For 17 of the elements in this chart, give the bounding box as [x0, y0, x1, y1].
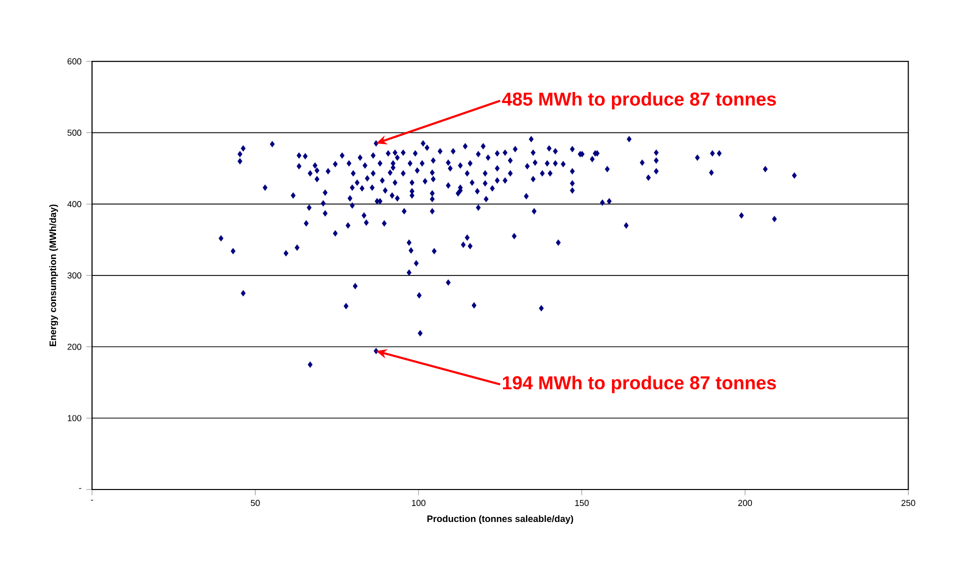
annotation: 485 MWh to produce 87 tonnes [502, 92, 776, 110]
x-tick-label: 150 [575, 500, 589, 506]
x-tick-label: 100 [412, 500, 426, 506]
y-tick-label: - [79, 488, 82, 490]
annotation: 194 MWh to produce 87 tonnes [502, 376, 776, 394]
x-tick-label: 200 [738, 500, 752, 506]
x-tick-label: 50 [250, 500, 260, 506]
y-tick-label: 600 [68, 58, 82, 65]
x-axis-title: Production (tonnes saleable/day) [427, 515, 574, 524]
y-tick-label: 500 [68, 130, 82, 136]
x-tick-label: - [90, 500, 94, 501]
y-tick-label: 400 [67, 201, 82, 208]
y-axis-title: Energy consumption (MWh/day) [49, 204, 58, 346]
y-tick-label: 200 [68, 344, 82, 350]
x-tick-label: 250 [902, 500, 916, 506]
y-tick-label: 100 [68, 415, 82, 422]
y-tick-label: 300 [68, 272, 82, 279]
